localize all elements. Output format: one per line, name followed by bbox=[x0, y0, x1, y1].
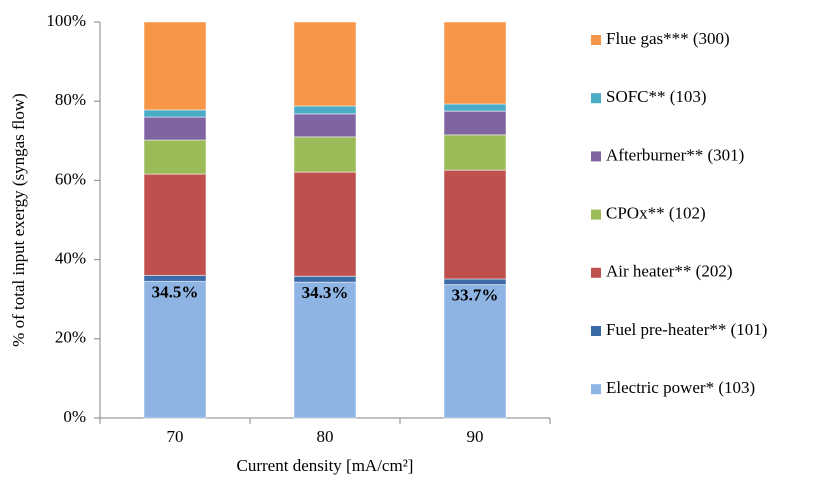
legend-label: Air heater** (202) bbox=[606, 262, 733, 281]
bar-segment bbox=[293, 275, 357, 283]
bar-segment bbox=[143, 280, 207, 419]
bar-segment bbox=[143, 109, 207, 118]
y-tick-label: 80% bbox=[55, 90, 86, 109]
legend-label: Afterburner** (301) bbox=[606, 145, 744, 164]
legend-swatch bbox=[591, 151, 601, 162]
bar-segment bbox=[143, 21, 207, 111]
x-tick-label: 70 bbox=[167, 427, 184, 446]
bar-segment bbox=[143, 274, 207, 282]
legend-swatch bbox=[591, 209, 601, 220]
bar-segment bbox=[443, 278, 507, 286]
x-tick-label: 80 bbox=[317, 427, 334, 446]
legend-swatch bbox=[591, 384, 601, 395]
bar-segment bbox=[443, 21, 507, 105]
bar-segment bbox=[443, 103, 507, 112]
legend-swatch bbox=[591, 93, 601, 104]
y-tick-label: 20% bbox=[55, 328, 86, 347]
legend-label: CPOx** (102) bbox=[606, 204, 706, 223]
data-label: 33.7% bbox=[452, 285, 499, 304]
bar-segment bbox=[143, 139, 207, 175]
data-label: 34.3% bbox=[302, 283, 349, 302]
legend-label: Flue gas*** (300) bbox=[606, 29, 730, 48]
bar-segment bbox=[443, 134, 507, 171]
legend-swatch bbox=[591, 35, 601, 45]
bar-segment bbox=[293, 105, 357, 115]
x-axis-title: Current density [mA/cm²] bbox=[237, 456, 414, 475]
bar-segment bbox=[293, 281, 357, 419]
bar-segment bbox=[443, 169, 507, 280]
bar-segment bbox=[443, 110, 507, 136]
y-tick-label: 60% bbox=[55, 169, 86, 188]
legend-swatch bbox=[591, 326, 601, 336]
bar-segment bbox=[293, 171, 357, 277]
data-label: 34.5% bbox=[152, 282, 199, 301]
legend-label: SOFC** (103) bbox=[606, 87, 707, 106]
bar-segment bbox=[143, 173, 207, 276]
bar-segment bbox=[143, 116, 207, 141]
bar-segment bbox=[293, 136, 357, 173]
y-tick-label: 40% bbox=[55, 249, 86, 268]
y-tick-label: 0% bbox=[63, 407, 86, 426]
x-tick-label: 90 bbox=[467, 427, 484, 446]
legend-label: Fuel pre-heater** (101) bbox=[606, 320, 767, 339]
bar-segment bbox=[293, 21, 357, 107]
y-tick-label: 100% bbox=[46, 11, 86, 30]
legend-label: Electric power* (103) bbox=[606, 378, 755, 397]
legend-swatch bbox=[591, 267, 601, 278]
y-axis-title: % of total input exergy (syngas flow) bbox=[9, 93, 28, 347]
bar-segment bbox=[443, 284, 507, 419]
bar-segment bbox=[293, 113, 357, 138]
